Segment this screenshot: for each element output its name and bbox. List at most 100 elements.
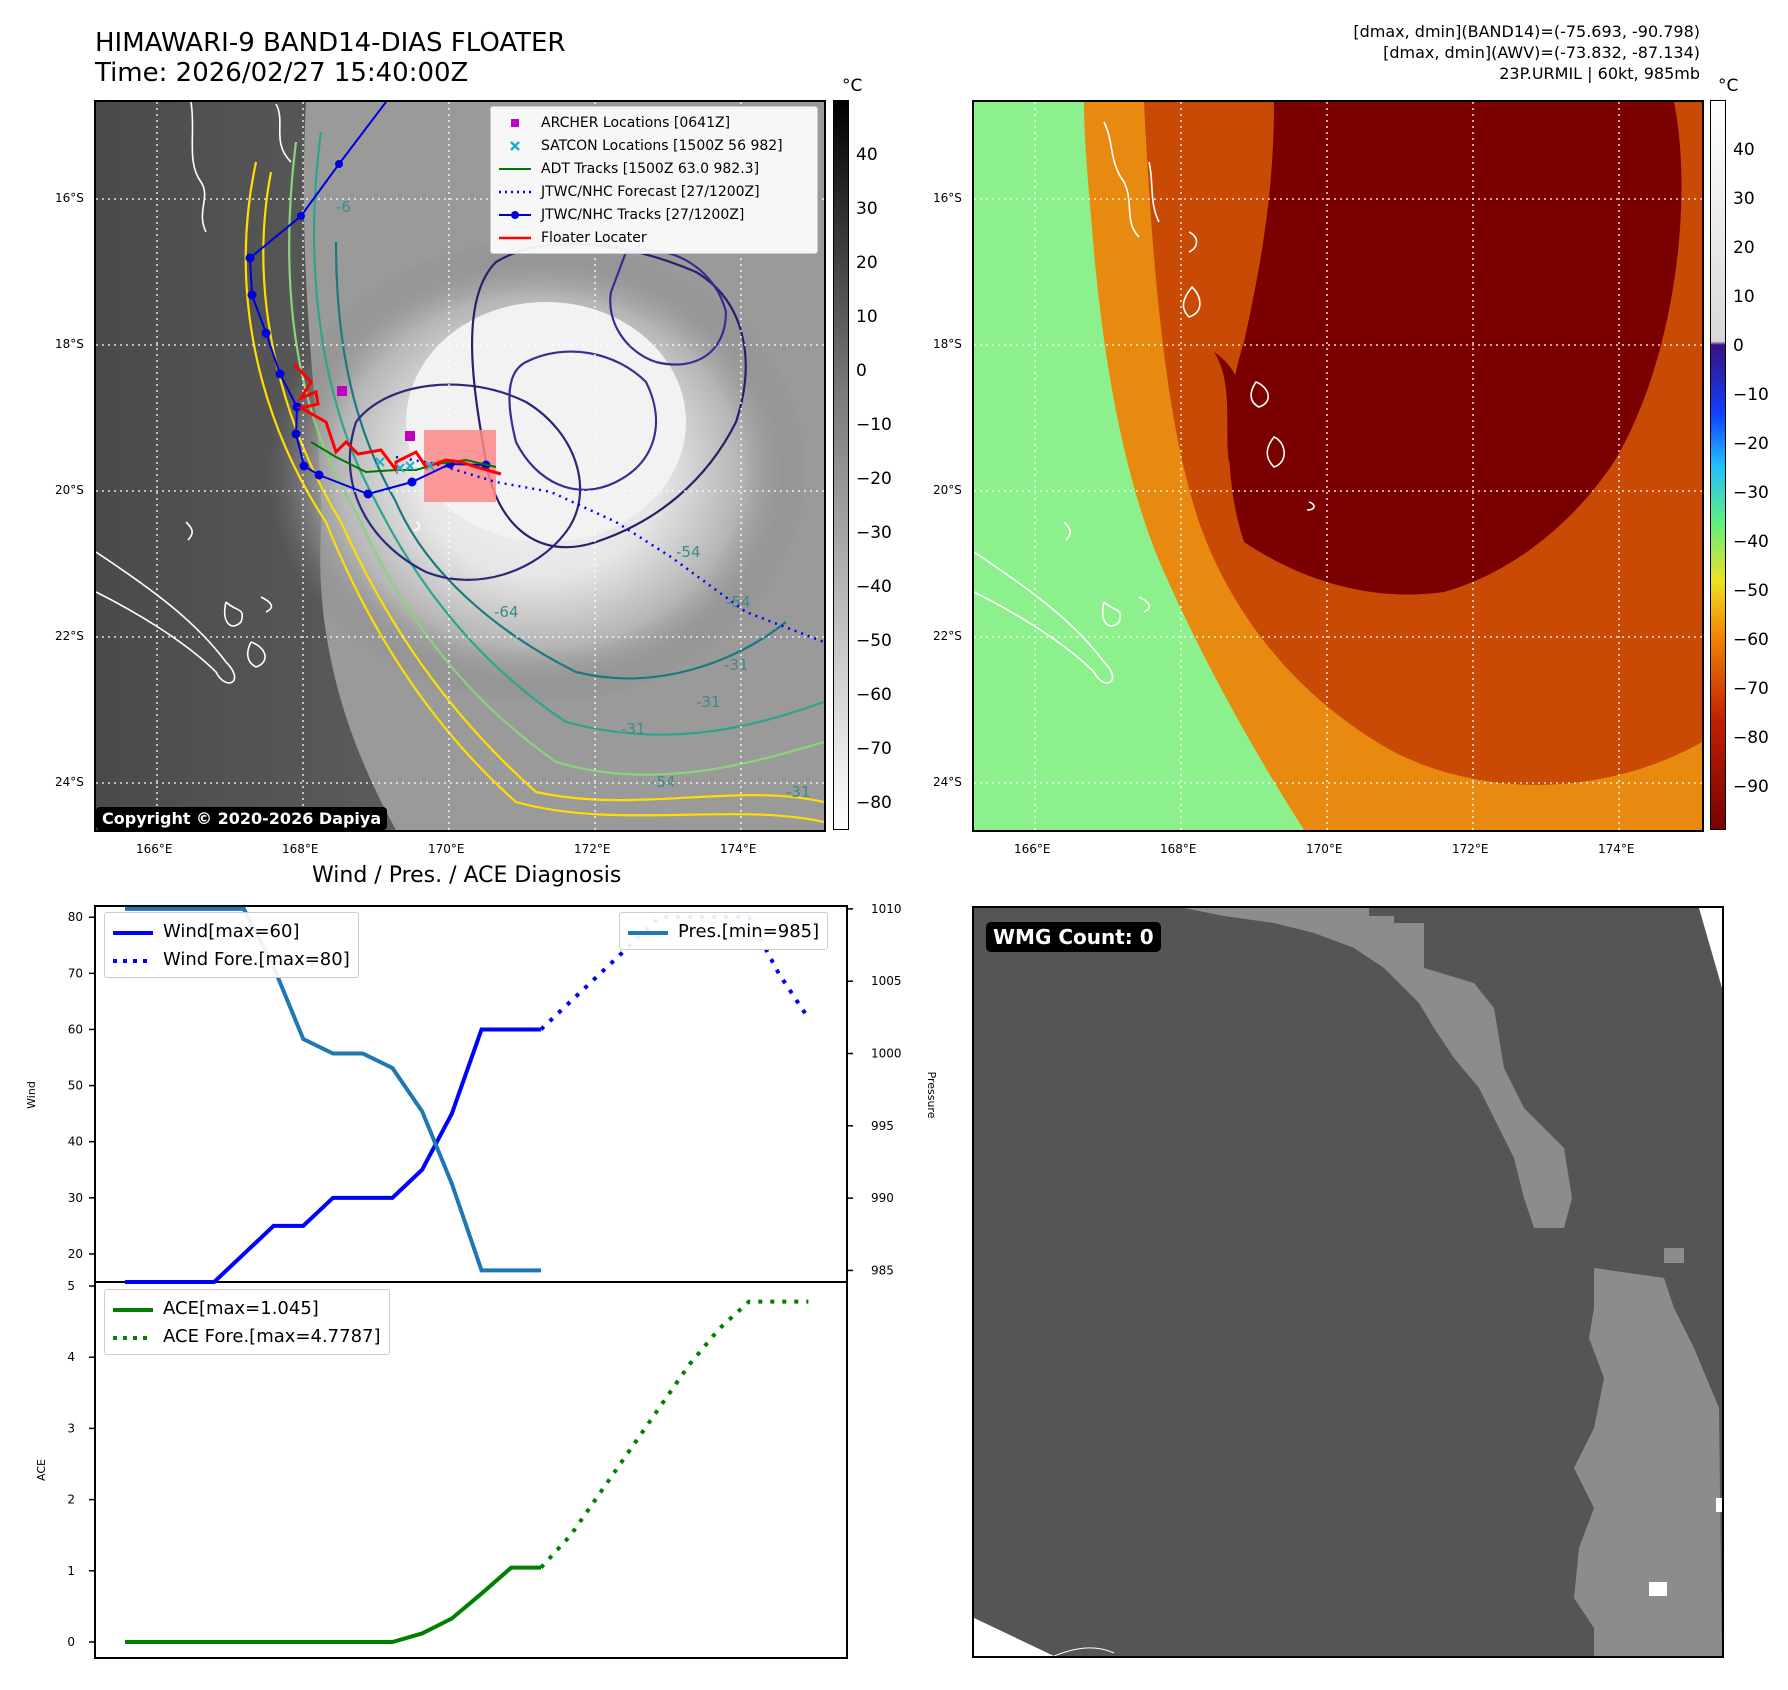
lat-label: 18°S — [933, 337, 962, 351]
dotted-line-icon — [113, 952, 153, 966]
colorbar-unit: °C — [842, 76, 863, 96]
storm-info: 23P.URMIL | 60kt, 985mb — [1499, 64, 1700, 83]
legend-item: Wind[max=60] — [113, 917, 350, 945]
track-point — [247, 290, 257, 300]
legend-item: Floater Locater — [499, 226, 809, 249]
colorbar-tick: −10 — [856, 415, 892, 435]
wmg-canvas — [974, 908, 1722, 1656]
lat-label: 16°S — [933, 191, 962, 205]
contour-label: -31 — [724, 656, 749, 674]
colorbar-tick: 40 — [1733, 140, 1755, 160]
legend-item: ADT Tracks [1500Z 63.0 982.3] — [499, 157, 809, 180]
lat-label: 20°S — [55, 483, 84, 497]
legend-label: ACE Fore.[max=4.7787] — [163, 1325, 381, 1347]
lon-label: 168°E — [1160, 842, 1197, 856]
colorbar-tick: −40 — [856, 577, 892, 597]
contour-label: -31 — [621, 720, 646, 738]
contour-label: -54 — [676, 543, 701, 561]
ace-ytick-label: 0 — [67, 1635, 75, 1649]
contour-labels: -6 -64 -54 -54 -31 -31 -31 -31 -54 — [336, 198, 811, 801]
wind-ytick-label: 30 — [68, 1191, 83, 1205]
track-point — [363, 489, 373, 499]
ace-ytick-label: 3 — [67, 1421, 75, 1435]
pressure-ylabel: Pressure — [925, 1072, 938, 1119]
colorbar-tick: −20 — [1733, 434, 1769, 454]
contour-label: -31 — [696, 693, 721, 711]
wind-ylabel: Wind — [25, 1081, 38, 1109]
ace-ylabel: ACE — [35, 1459, 48, 1481]
lon-label: 170°E — [428, 842, 465, 856]
coastlines — [974, 121, 1315, 684]
contour-label: -54 — [651, 773, 676, 791]
track-point — [299, 461, 309, 471]
lon-label: 172°E — [574, 842, 611, 856]
legend-label: JTWC/NHC Forecast [27/1200Z] — [541, 183, 760, 200]
wmg-white-cell — [1716, 1498, 1722, 1512]
legend-item: Wind Fore.[max=80] — [113, 945, 350, 973]
ace-ytick-label: 2 — [67, 1493, 75, 1507]
colorbar-tick: −50 — [1733, 581, 1769, 601]
legend-label: JTWC/NHC Tracks [27/1200Z] — [541, 206, 745, 223]
pressure-ytick-label: 1005 — [871, 974, 902, 988]
wind-ytick-label: 60 — [68, 1022, 83, 1036]
wmg-gray-region — [1184, 908, 1572, 1228]
legend-label: Floater Locater — [541, 229, 647, 246]
colorbar-unit: °C — [1718, 76, 1739, 96]
legend-label: Wind[max=60] — [163, 920, 300, 942]
floater-locater-track — [292, 362, 502, 476]
lat-label: 18°S — [55, 337, 84, 351]
track-point — [407, 477, 417, 487]
contour-label: -54 — [726, 593, 751, 611]
legend-label: Pres.[min=985] — [678, 920, 820, 942]
lat-label: 16°S — [55, 191, 84, 205]
pressure-series-line — [125, 906, 541, 1273]
ace-series-line — [125, 1565, 541, 1644]
legend-label: ARCHER Locations [0641Z] — [541, 114, 731, 131]
legend-label: Wind Fore.[max=80] — [163, 948, 350, 970]
lat-label: 24°S — [55, 775, 84, 789]
colorbar-tick: −50 — [856, 631, 892, 651]
wind-ytick-label: 20 — [68, 1247, 83, 1261]
colorbar-tick: −70 — [856, 739, 892, 759]
colorbar-tick: −80 — [1733, 728, 1769, 748]
awv-map-panel — [972, 100, 1704, 832]
cold-cloud-core-west — [1214, 352, 1254, 462]
track-point — [314, 470, 324, 480]
pressure-ytick-label: 985 — [871, 1263, 894, 1277]
lon-label: 170°E — [1306, 842, 1343, 856]
gridlines — [974, 102, 1702, 830]
ace-ytick-label: 4 — [67, 1350, 75, 1364]
colorbar-tick: 10 — [1733, 287, 1755, 307]
pressure-ytick-label: 995 — [871, 1119, 894, 1133]
map-legend: ARCHER Locations [0641Z] SATCON Location… — [490, 106, 818, 254]
colorbar-left — [833, 100, 849, 830]
legend-label: ACE[max=1.045] — [163, 1297, 319, 1319]
colorbar-tick: −40 — [1733, 532, 1769, 552]
awv-map-canvas — [974, 102, 1702, 830]
track-point — [297, 212, 305, 220]
lat-label: 22°S — [55, 629, 84, 643]
ace-forecast-line — [539, 1299, 809, 1569]
track-point — [291, 429, 301, 439]
wind-legend: Wind[max=60] Wind Fore.[max=80] — [104, 912, 359, 978]
lon-label: 172°E — [1452, 842, 1489, 856]
solid-line-icon — [499, 231, 531, 245]
pressure-ytick-label: 1000 — [871, 1047, 902, 1061]
legend-item: ACE Fore.[max=4.7787] — [113, 1322, 381, 1350]
awv-range-info: [dmax, dmin](AWV)=(-73.832, -87.134) — [1383, 43, 1700, 62]
legend-label: ADT Tracks [1500Z 63.0 982.3] — [541, 160, 760, 177]
lon-label: 174°E — [720, 842, 757, 856]
ace-legend: ACE[max=1.045] ACE Fore.[max=4.7787] — [104, 1289, 390, 1355]
track-point — [292, 402, 302, 412]
archer-marker — [337, 386, 347, 396]
colorbar-tick: −70 — [1733, 679, 1769, 699]
colorbar-right — [1710, 100, 1726, 830]
lat-label: 24°S — [933, 775, 962, 789]
archer-marker — [405, 431, 415, 441]
wmg-field — [974, 908, 1722, 1656]
satcon-markers — [375, 457, 435, 473]
colorbar-tick: 0 — [1733, 336, 1744, 356]
wind-forecast-line — [539, 915, 811, 1031]
track-point — [261, 328, 271, 338]
legend-item: ACE[max=1.045] — [113, 1294, 381, 1322]
